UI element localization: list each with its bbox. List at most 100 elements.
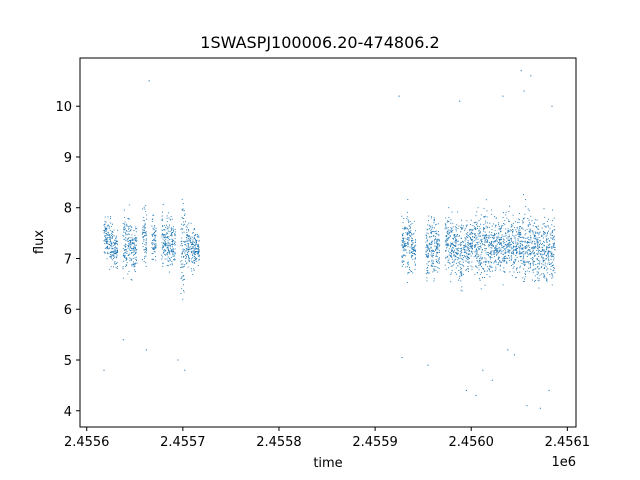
- data-point: [186, 245, 188, 247]
- data-point: [444, 241, 446, 243]
- data-point: [174, 231, 176, 233]
- data-point: [134, 253, 136, 255]
- data-point: [187, 237, 190, 240]
- data-point: [113, 263, 115, 265]
- data-point: [471, 266, 473, 268]
- data-point: [193, 253, 195, 255]
- data-point: [471, 239, 473, 242]
- data-point: [513, 242, 515, 245]
- data-point: [425, 246, 427, 248]
- data-point: [480, 256, 482, 258]
- data-point: [130, 244, 132, 246]
- data-point: [437, 245, 439, 247]
- data-point: [402, 237, 404, 239]
- data-point: [196, 253, 198, 255]
- data-point: [133, 250, 135, 252]
- data-point: [488, 226, 490, 228]
- data-point: [541, 236, 543, 238]
- data-point: [467, 258, 469, 260]
- data-point: [459, 264, 461, 266]
- data-point: [104, 228, 106, 230]
- data-point: [438, 261, 441, 263]
- data-point: [506, 244, 509, 246]
- data-point: [495, 266, 497, 268]
- data-point: [539, 260, 541, 262]
- data-point: [154, 231, 157, 233]
- data-point: [515, 277, 517, 279]
- data-point: [522, 277, 524, 279]
- data-point: [500, 250, 502, 252]
- data-point: [533, 246, 535, 248]
- data-point: [541, 247, 543, 249]
- data-point: [465, 251, 467, 253]
- data-point: [476, 211, 478, 213]
- data-point: [402, 255, 404, 257]
- data-point: [542, 240, 544, 242]
- data-point: [484, 222, 486, 224]
- data-point: [483, 216, 485, 218]
- data-point: [515, 248, 517, 250]
- data-point: [197, 250, 199, 253]
- data-point: [516, 243, 518, 245]
- data-point: [475, 244, 477, 246]
- data-point: [493, 242, 495, 244]
- data-point: [459, 262, 461, 264]
- data-point: [453, 252, 455, 254]
- data-point: [124, 256, 126, 258]
- data-point: [524, 272, 526, 274]
- data-point: [431, 243, 433, 245]
- data-point: [466, 220, 468, 222]
- data-point: [551, 224, 553, 226]
- data-point: [197, 245, 199, 248]
- data-point: [168, 217, 170, 219]
- data-point: [533, 253, 535, 255]
- data-point: [476, 258, 478, 260]
- data-point: [168, 252, 170, 254]
- data-point: [401, 244, 403, 246]
- data-point: [171, 246, 173, 248]
- data-point: [536, 271, 538, 273]
- data-point: [479, 232, 481, 234]
- data-point: [512, 229, 514, 231]
- data-point: [408, 271, 410, 274]
- data-point: [496, 236, 498, 238]
- data-point: [115, 247, 117, 249]
- data-point: [438, 239, 440, 241]
- data-point: [473, 237, 475, 239]
- data-point: [483, 234, 485, 236]
- data-point: [168, 250, 170, 252]
- data-point: [454, 255, 456, 258]
- data-point: [409, 227, 411, 230]
- data-point: [174, 237, 176, 239]
- data-point: [491, 228, 493, 231]
- data-point: [544, 277, 546, 279]
- data-point: [515, 235, 517, 237]
- data-point: [534, 238, 536, 240]
- data-point: [457, 244, 459, 246]
- data-point: [109, 254, 111, 256]
- data-point: [447, 238, 449, 240]
- data-point: [411, 232, 413, 234]
- data-point: [444, 228, 446, 230]
- data-point: [168, 260, 170, 262]
- data-point: [141, 233, 143, 235]
- data-point: [116, 255, 118, 257]
- data-point: [488, 244, 490, 246]
- data-point: [477, 267, 479, 269]
- data-point: [464, 250, 466, 252]
- data-point: [544, 264, 546, 266]
- data-point: [457, 257, 459, 259]
- data-point: [518, 233, 520, 235]
- data-point: [474, 273, 476, 275]
- data-point: [131, 226, 133, 228]
- data-point: [480, 214, 482, 216]
- data-point: [110, 216, 112, 218]
- data-point: [105, 247, 108, 249]
- data-point: [429, 248, 431, 250]
- data-point: [460, 271, 462, 273]
- data-point: [460, 241, 462, 244]
- data-point: [545, 235, 547, 237]
- data-point: [537, 247, 539, 249]
- data-point: [126, 251, 128, 253]
- data-point: [528, 244, 530, 246]
